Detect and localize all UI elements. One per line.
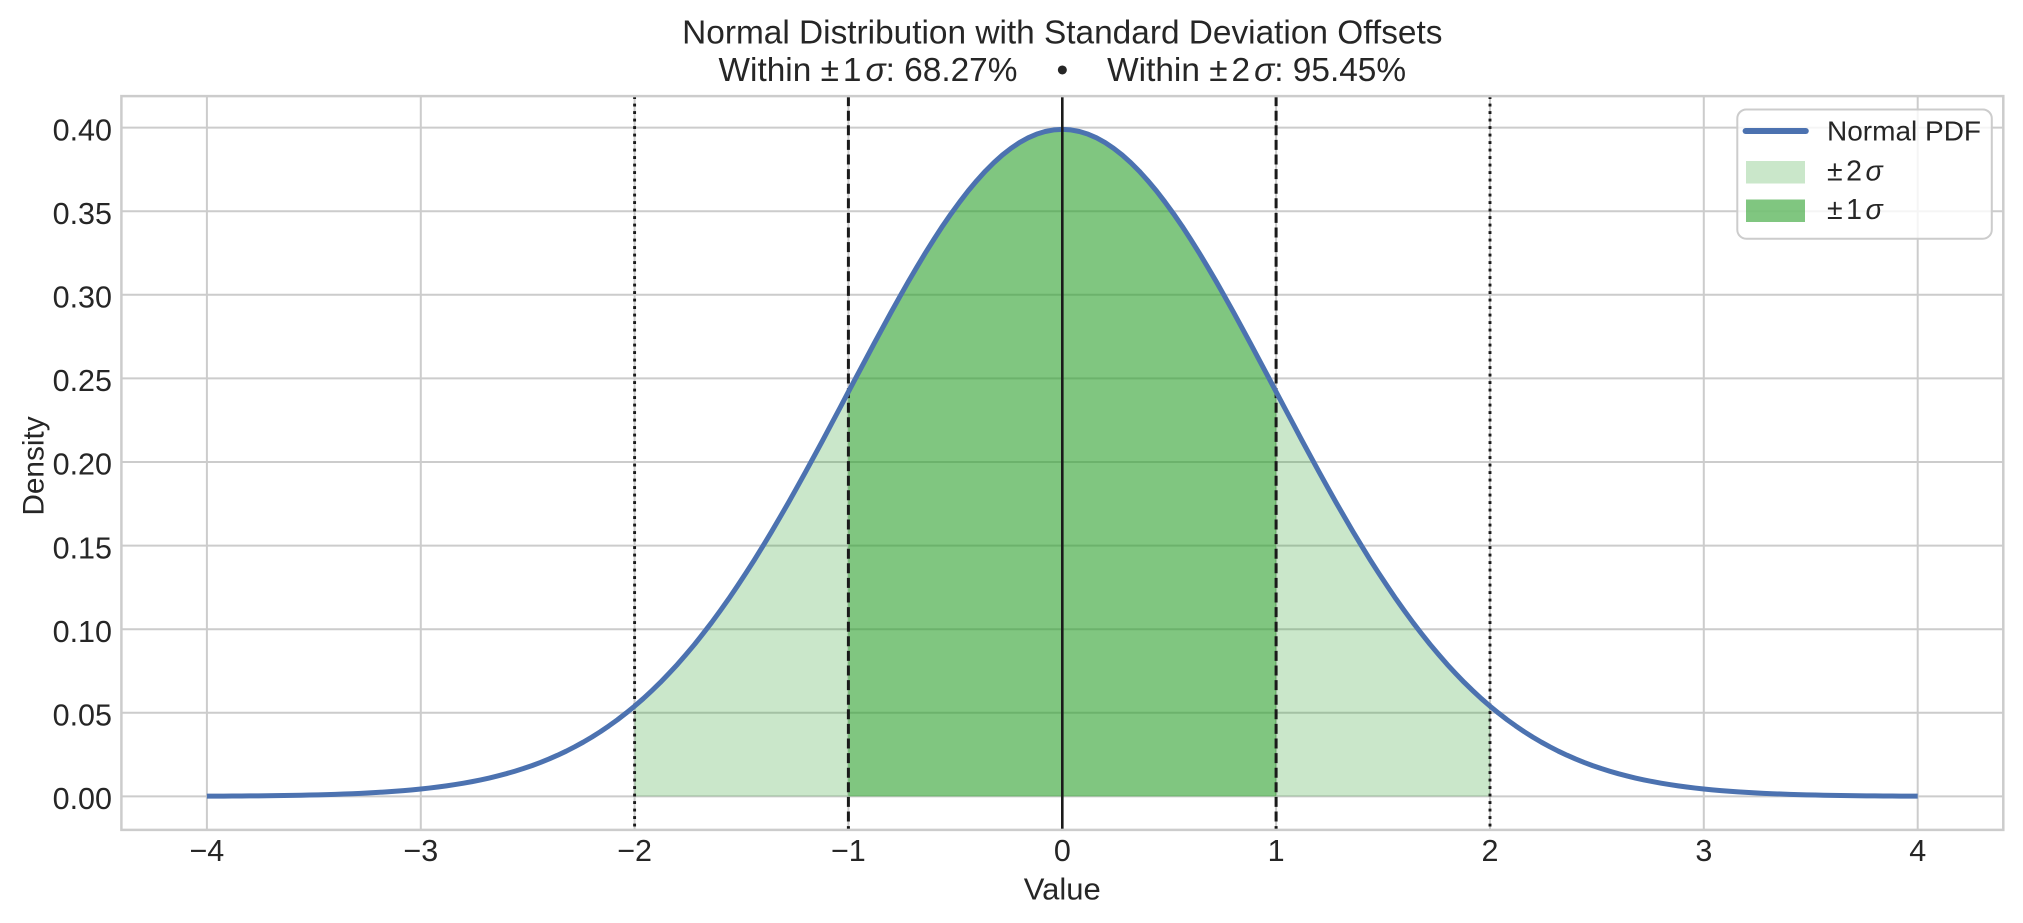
svg-text:0.10: 0.10 <box>53 615 112 649</box>
svg-text:0.05: 0.05 <box>53 699 112 733</box>
svg-text:±2σ: ±2σ <box>1827 156 1886 188</box>
svg-text:Density: Density <box>18 416 51 515</box>
svg-text:0.40: 0.40 <box>53 113 112 147</box>
svg-text:0.25: 0.25 <box>53 364 112 398</box>
svg-text:0.20: 0.20 <box>53 448 112 482</box>
svg-text:0.35: 0.35 <box>53 197 112 231</box>
svg-text:2: 2 <box>1482 834 1499 868</box>
svg-text:1: 1 <box>1268 834 1285 868</box>
svg-text:0: 0 <box>1054 834 1071 868</box>
svg-text:−1: −1 <box>831 834 866 868</box>
svg-text:Value: Value <box>1024 872 1101 907</box>
svg-text:0.30: 0.30 <box>53 281 112 315</box>
svg-text:±1σ: ±1σ <box>1827 194 1886 226</box>
svg-text:4: 4 <box>1909 834 1926 868</box>
svg-text:Normal PDF: Normal PDF <box>1827 116 1981 147</box>
svg-text:Within ±1σ: 68.27%•Within ±2σ:: Within ±1σ: 68.27% • Within ±2σ: 95.45% <box>719 52 1407 89</box>
svg-text:−3: −3 <box>403 834 438 868</box>
svg-text:0.15: 0.15 <box>53 531 112 565</box>
svg-text:−2: −2 <box>617 834 652 868</box>
svg-text:−4: −4 <box>190 834 225 868</box>
svg-text:Normal Distribution with Stand: Normal Distribution with Standard Deviat… <box>682 15 1442 52</box>
svg-text:3: 3 <box>1695 834 1712 868</box>
svg-text:0.00: 0.00 <box>53 782 112 816</box>
